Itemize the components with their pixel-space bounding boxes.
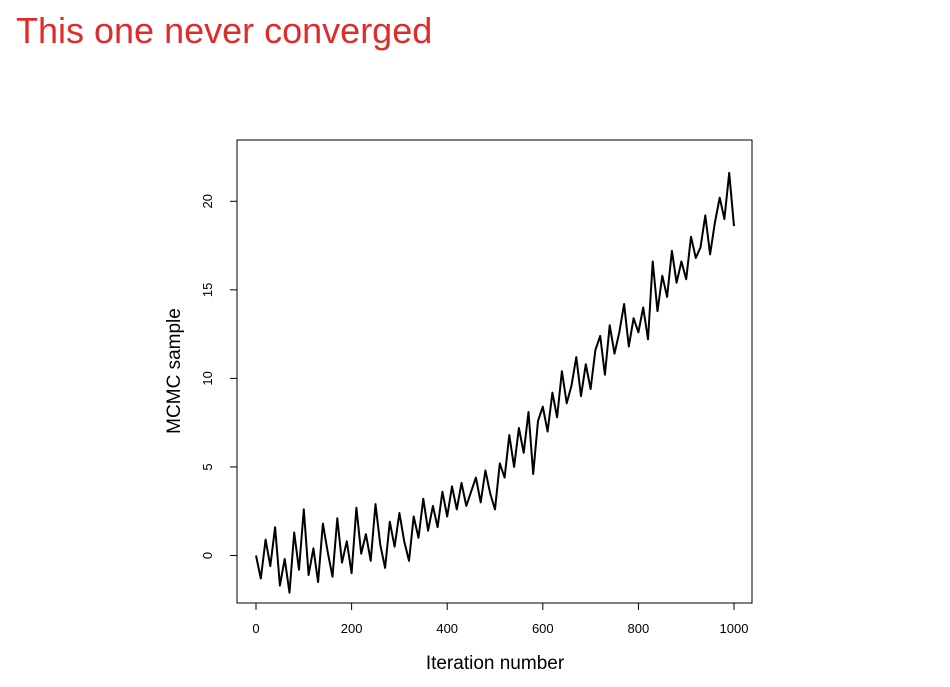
series-layer bbox=[255, 171, 735, 594]
x-tick-label: 600 bbox=[532, 621, 554, 636]
x-tick-label: 0 bbox=[252, 621, 259, 636]
x-tick-label: 800 bbox=[628, 621, 650, 636]
y-tick-label: 10 bbox=[200, 371, 215, 385]
plot-frame bbox=[236, 139, 753, 604]
y-tick-label: 20 bbox=[200, 194, 215, 208]
y-axis: 0 5 10 15 20 bbox=[200, 194, 237, 559]
y-axis-label: MCMC sample bbox=[164, 308, 185, 434]
y-tick-label: 15 bbox=[200, 283, 215, 297]
x-tick-label: 1000 bbox=[720, 621, 749, 636]
y-tick-label: 0 bbox=[200, 552, 215, 559]
x-tick-label: 400 bbox=[436, 621, 458, 636]
x-tick-label: 200 bbox=[341, 621, 363, 636]
slide-title: This one never converged bbox=[16, 10, 433, 51]
y-tick-label: 5 bbox=[200, 463, 215, 470]
mcmc-trace-line bbox=[255, 171, 735, 594]
x-axis: 0 200 400 600 800 1000 bbox=[252, 603, 748, 636]
x-axis-label: Iteration number bbox=[426, 653, 565, 674]
